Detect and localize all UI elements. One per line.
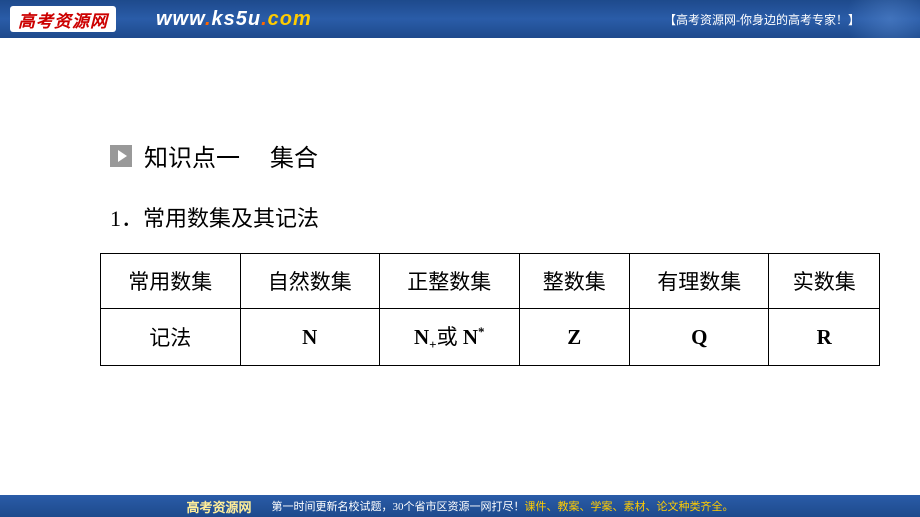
table-cell: 记法: [101, 309, 241, 366]
section-header: 知识点一 集合: [110, 138, 880, 173]
table-cell: 整数集: [519, 254, 629, 309]
logo-text: 高考资源网: [18, 7, 108, 32]
footer-text-1: 第一时间更新名校试题，30个省市区资源一网打尽！: [272, 498, 525, 514]
section-title: 知识点一 集合: [144, 138, 318, 173]
site-logo: 高考资源网: [10, 6, 116, 32]
table-cell: N: [240, 309, 380, 366]
notation-sub: +: [429, 337, 436, 352]
main-content: 知识点一 集合 1．常用数集及其记法 常用数集 自然数集 正整数集 整数集 有理…: [0, 38, 920, 366]
notation-n2: N: [463, 325, 478, 349]
table-cell: 自然数集: [240, 254, 380, 309]
footer-logo: 高考资源网: [186, 497, 251, 516]
section-label: 知识点一: [144, 146, 240, 172]
play-bullet-icon: [110, 145, 132, 167]
table-cell: N+或 N*: [380, 309, 520, 366]
top-banner: 高考资源网 www.ks5u.com 【高考资源网-你身边的高考专家！】: [0, 0, 920, 38]
notation-n1: N: [414, 325, 429, 349]
table-cell: 有理数集: [629, 254, 769, 309]
table-data-row: 记法 N N+或 N* Z Q R: [101, 309, 880, 366]
notation-sup: *: [478, 324, 485, 339]
table-cell: 常用数集: [101, 254, 241, 309]
url-com: com: [268, 8, 312, 30]
section-keyword: 集合: [270, 146, 318, 172]
table-cell: R: [769, 309, 880, 366]
number-sets-table: 常用数集 自然数集 正整数集 整数集 有理数集 实数集 记法 N N+或 N* …: [100, 253, 880, 366]
table-cell: 实数集: [769, 254, 880, 309]
banner-decoration: [820, 0, 920, 38]
table-cell: 正整数集: [380, 254, 520, 309]
url-www: www: [156, 8, 205, 30]
table-cell: Q: [629, 309, 769, 366]
footer-text-2: 课件、教案、学案、素材、论文种类齐全。: [525, 498, 734, 514]
notation-or: 或: [437, 325, 458, 349]
site-url: www.ks5u.com: [156, 8, 312, 31]
table-cell: Z: [519, 309, 629, 366]
table-header-row: 常用数集 自然数集 正整数集 整数集 有理数集 实数集: [101, 254, 880, 309]
url-domain: ks5u: [212, 8, 262, 30]
bottom-banner: 高考资源网 第一时间更新名校试题，30个省市区资源一网打尽！ 课件、教案、学案、…: [0, 495, 920, 517]
subsection-title: 1．常用数集及其记法: [110, 201, 880, 233]
